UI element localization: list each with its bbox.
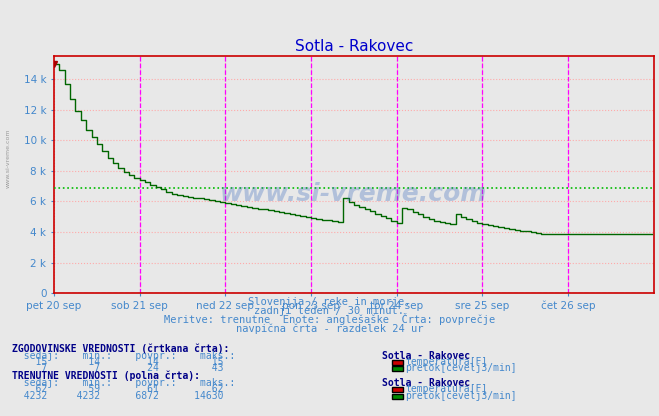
- Text: pretok[čevelj3/min]: pretok[čevelj3/min]: [405, 363, 517, 374]
- Text: Sotla - Rakovec: Sotla - Rakovec: [382, 351, 471, 361]
- Text: 62       59        61         62: 62 59 61 62: [12, 384, 223, 394]
- Text: www.si-vreme.com: www.si-vreme.com: [220, 182, 488, 206]
- Text: 7        7        24         43: 7 7 24 43: [12, 364, 223, 374]
- Text: sedaj:    min.:    povpr.:    maks.:: sedaj: min.: povpr.: maks.:: [12, 378, 235, 388]
- Text: temperatura[F]: temperatura[F]: [405, 384, 488, 394]
- Text: navpična črta - razdelek 24 ur: navpična črta - razdelek 24 ur: [236, 324, 423, 334]
- Text: Sotla - Rakovec: Sotla - Rakovec: [382, 378, 471, 388]
- Text: 15       14        14         15: 15 14 14 15: [12, 357, 223, 367]
- Text: www.si-vreme.com: www.si-vreme.com: [5, 128, 11, 188]
- Text: TRENUTNE VREDNOSTI (polna črta):: TRENUTNE VREDNOSTI (polna črta):: [12, 370, 200, 381]
- Text: Slovenija / reke in morje.: Slovenija / reke in morje.: [248, 297, 411, 307]
- Text: Meritve: trenutne  Enote: anglešaške  Črta: povprečje: Meritve: trenutne Enote: anglešaške Črta…: [164, 313, 495, 325]
- Title: Sotla - Rakovec: Sotla - Rakovec: [295, 39, 413, 54]
- Text: pretok[čevelj3/min]: pretok[čevelj3/min]: [405, 391, 517, 401]
- Text: zadnji teden / 30 minut.: zadnji teden / 30 minut.: [254, 306, 405, 316]
- Text: sedaj:    min.:    povpr.:    maks.:: sedaj: min.: povpr.: maks.:: [12, 351, 235, 361]
- Text: 4232     4232      6872      14630: 4232 4232 6872 14630: [12, 391, 223, 401]
- Text: ZGODOVINSKE VREDNOSTI (črtkana črta):: ZGODOVINSKE VREDNOSTI (črtkana črta):: [12, 343, 229, 354]
- Text: temperatura[F]: temperatura[F]: [405, 357, 488, 367]
